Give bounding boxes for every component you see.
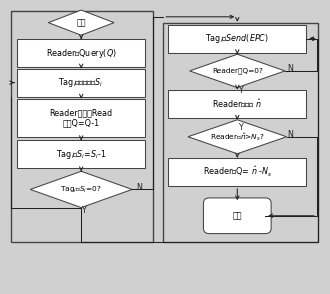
Text: Reader：Q= $\hat{n}$ -$N_s$: Reader：Q= $\hat{n}$ -$N_s$ (203, 165, 272, 179)
Text: 结束: 结束 (233, 211, 242, 220)
Text: Reader：Query($Q$): Reader：Query($Q$) (46, 47, 116, 60)
Polygon shape (48, 10, 114, 35)
Text: Reader：Q=0?: Reader：Q=0? (212, 68, 263, 74)
FancyBboxPatch shape (168, 25, 306, 53)
Text: Y: Y (82, 206, 86, 215)
Polygon shape (30, 171, 132, 208)
Text: Tag$_i$：随机产生$S_i$: Tag$_i$：随机产生$S_i$ (58, 76, 104, 89)
Text: N: N (136, 183, 142, 193)
Text: 开始: 开始 (77, 18, 86, 27)
FancyBboxPatch shape (204, 198, 271, 234)
FancyBboxPatch shape (168, 158, 306, 186)
Text: Reader：广播Read
命令Q=Q-1: Reader：广播Read 命令Q=Q-1 (50, 108, 113, 127)
FancyBboxPatch shape (17, 69, 145, 97)
Text: Tag$_i$：$S_i$=0?: Tag$_i$：$S_i$=0? (60, 184, 102, 195)
Text: Y: Y (238, 123, 243, 132)
Text: Reader：$\hat{n}$>$N_s$?: Reader：$\hat{n}$>$N_s$? (210, 131, 265, 143)
FancyBboxPatch shape (17, 140, 145, 168)
Text: Y: Y (238, 86, 243, 95)
FancyBboxPatch shape (17, 39, 145, 67)
Text: N: N (287, 130, 293, 139)
Text: Tag$_i$：$\it{Send}$($\it{EPC}$): Tag$_i$：$\it{Send}$($\it{EPC}$) (205, 32, 269, 45)
FancyBboxPatch shape (17, 99, 145, 137)
Polygon shape (188, 120, 286, 154)
Text: Tag$_i$：$S_i$=$S_i$-1: Tag$_i$：$S_i$=$S_i$-1 (56, 148, 107, 161)
Polygon shape (190, 54, 285, 88)
FancyBboxPatch shape (168, 90, 306, 118)
Text: Reader：估计 $\hat{n}$: Reader：估计 $\hat{n}$ (212, 98, 262, 110)
Text: N: N (287, 64, 293, 73)
